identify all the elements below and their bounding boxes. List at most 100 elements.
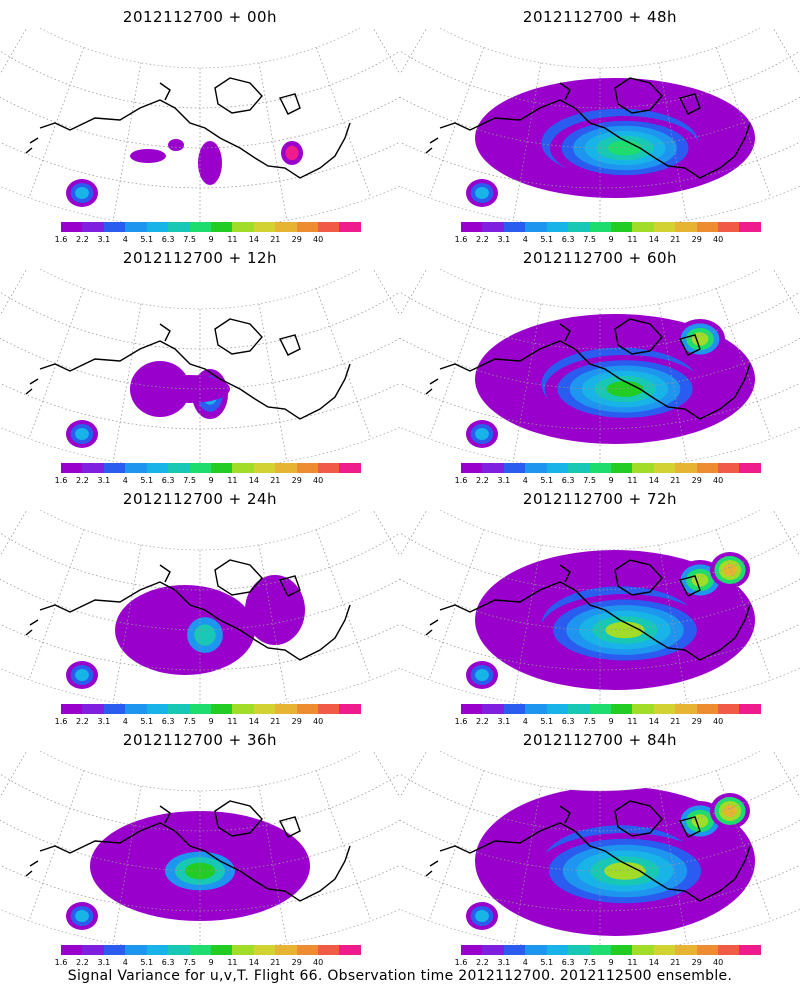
meridian-line bbox=[369, 28, 400, 162]
colorbar-swatch bbox=[168, 945, 190, 955]
colorbar-swatch bbox=[232, 463, 254, 473]
colorbar-swatch bbox=[632, 945, 654, 955]
colorbar-label: 1.6 bbox=[454, 476, 468, 485]
colorbar-swatch bbox=[675, 945, 697, 955]
colorbar-swatch bbox=[275, 463, 297, 473]
colorbar-swatch bbox=[675, 222, 697, 232]
colorbar-label: 5.1 bbox=[140, 476, 154, 485]
panel-title: 2012112700 + 00h bbox=[122, 8, 278, 26]
colorbar-labels: 1.6 2.2 3.1 4 5.1 6.3 7.5 9 11 14 21 29 40 bbox=[55, 235, 361, 245]
colorbar-swatch bbox=[653, 463, 676, 473]
meridian-line bbox=[769, 269, 800, 403]
latitude-line bbox=[400, 38, 800, 109]
colorbar-swatch bbox=[653, 704, 676, 714]
colorbar-label: 21 bbox=[670, 235, 681, 244]
variance-contour bbox=[150, 375, 230, 403]
colorbar-swatch bbox=[546, 222, 569, 232]
colorbar-swatch bbox=[589, 222, 611, 232]
meridian-line bbox=[0, 269, 31, 403]
domain-outline bbox=[0, 28, 400, 229]
polar-map bbox=[400, 510, 800, 711]
colorbar-swatch bbox=[82, 945, 104, 955]
variance-contour bbox=[75, 187, 89, 199]
meridian-line bbox=[715, 770, 772, 921]
meridian-line bbox=[658, 303, 688, 462]
meridian-line bbox=[0, 28, 31, 162]
variance-contour bbox=[245, 575, 305, 645]
variance-contour bbox=[194, 624, 216, 646]
colorbar-swatch bbox=[525, 704, 547, 714]
panel-title: 2012112700 + 60h bbox=[522, 249, 678, 267]
colorbar-labels: 1.6 2.2 3.1 4 5.1 6.3 7.5 9 11 14 21 29 40 bbox=[55, 717, 361, 727]
colorbar-label: 5.1 bbox=[540, 235, 554, 244]
domain-outline bbox=[400, 269, 800, 470]
coastline bbox=[25, 800, 351, 902]
colorbar-swatch bbox=[210, 704, 233, 714]
latitude-line bbox=[400, 345, 800, 430]
meridian-line bbox=[369, 510, 400, 644]
colorbar-swatch bbox=[653, 222, 676, 232]
colorbar-swatch bbox=[296, 704, 319, 714]
meridian-line bbox=[512, 62, 542, 221]
colorbar-label: 40 bbox=[313, 958, 324, 967]
colorbar-label: 1.6 bbox=[54, 235, 68, 244]
colorbar-label: 3.1 bbox=[497, 476, 511, 485]
meridian-line bbox=[769, 28, 800, 162]
meridian-line bbox=[428, 770, 485, 921]
meridian-line bbox=[112, 785, 142, 944]
latitude-line bbox=[400, 761, 800, 832]
colorbar-swatch bbox=[503, 222, 526, 232]
variance-contour bbox=[475, 428, 489, 440]
colorbar-swatch bbox=[146, 704, 169, 714]
colorbar-swatch bbox=[189, 222, 211, 232]
coastline bbox=[25, 318, 351, 420]
polar-map bbox=[0, 269, 400, 470]
colorbar-swatch bbox=[739, 222, 761, 232]
colorbar-label: 5.1 bbox=[140, 235, 154, 244]
colorbar-swatch bbox=[461, 945, 483, 955]
colorbar-label: 14 bbox=[248, 476, 259, 485]
colorbar-label: 21 bbox=[670, 958, 681, 967]
domain-outline bbox=[0, 510, 400, 711]
colorbar-swatch bbox=[103, 463, 126, 473]
colorbar-label: 2.2 bbox=[476, 235, 489, 244]
colorbar-label: 9 bbox=[208, 235, 214, 244]
colorbar-label: 29 bbox=[291, 476, 302, 485]
colorbar-label: 14 bbox=[248, 958, 259, 967]
colorbar-swatch bbox=[318, 704, 340, 714]
meridian-line bbox=[428, 47, 485, 198]
colorbar-labels: 1.6 2.2 3.1 4 5.1 6.3 7.5 9 11 14 21 29 40 bbox=[455, 958, 761, 968]
colorbar-label: 1.6 bbox=[54, 717, 68, 726]
colorbar-label: 21 bbox=[670, 717, 681, 726]
colorbar-swatch bbox=[210, 945, 233, 955]
colorbar-swatch bbox=[482, 222, 504, 232]
panel-title: 2012112700 + 12h bbox=[122, 249, 278, 267]
colorbar-label: 14 bbox=[248, 235, 259, 244]
meridian-line bbox=[112, 62, 142, 221]
latitude-line bbox=[0, 312, 400, 390]
meridian-line bbox=[769, 751, 800, 885]
latitude-line bbox=[0, 553, 400, 631]
colorbar-label: 5.1 bbox=[140, 958, 154, 967]
polar-map bbox=[0, 751, 400, 952]
variance-contour bbox=[723, 564, 737, 576]
colorbar bbox=[61, 222, 361, 232]
colorbar-swatch bbox=[61, 222, 83, 232]
meridian-line bbox=[715, 47, 772, 198]
meridian-line bbox=[28, 47, 85, 198]
colorbar-swatch bbox=[103, 222, 126, 232]
meridian-line bbox=[658, 544, 688, 703]
colorbar-swatch bbox=[61, 704, 83, 714]
latitude-line bbox=[0, 794, 400, 872]
colorbar-label: 9 bbox=[208, 717, 214, 726]
meridian-line bbox=[0, 751, 31, 885]
colorbar-label: 2.2 bbox=[76, 476, 89, 485]
colorbar-swatch bbox=[482, 463, 504, 473]
colorbar-label: 40 bbox=[313, 235, 324, 244]
colorbar-swatch bbox=[461, 704, 483, 714]
colorbar-label: 9 bbox=[608, 235, 614, 244]
colorbar-swatch bbox=[696, 222, 719, 232]
colorbar-label: 1.6 bbox=[454, 958, 468, 967]
colorbar-swatch bbox=[675, 463, 697, 473]
colorbar-label: 21 bbox=[270, 476, 281, 485]
